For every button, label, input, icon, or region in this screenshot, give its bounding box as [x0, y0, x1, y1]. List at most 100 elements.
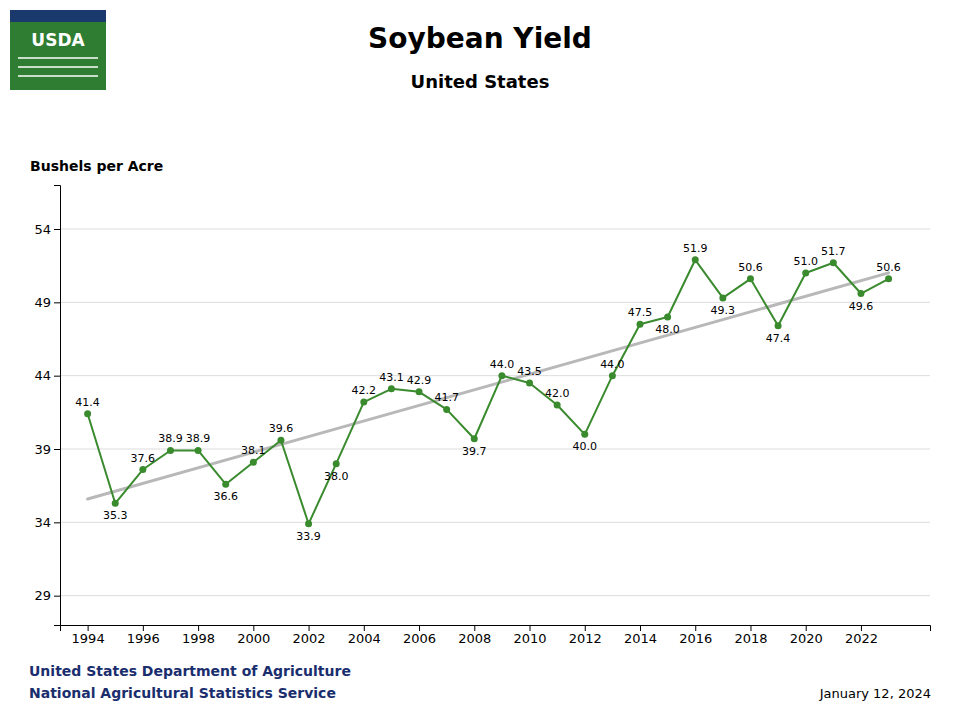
- tick-mark: [253, 625, 254, 631]
- logo-line: [18, 66, 98, 68]
- data-label: 42.2: [352, 384, 377, 397]
- data-label: 44.0: [490, 358, 515, 371]
- axis-line: [54, 186, 61, 626]
- tick: 2004: [348, 625, 381, 646]
- point: [443, 406, 450, 413]
- data-label: 38.9: [158, 432, 183, 445]
- point: [830, 259, 837, 266]
- tick-mark: [198, 625, 199, 631]
- data-label: 35.3: [103, 509, 128, 522]
- data-label: 51.9: [683, 242, 708, 255]
- grid-line: [60, 229, 930, 230]
- point: [222, 481, 229, 488]
- tick-label: 2016: [679, 631, 712, 646]
- data-label: 42.0: [545, 387, 570, 400]
- data-labels: 41.435.337.638.938.936.638.139.633.938.0…: [75, 242, 900, 543]
- tick-mark: [640, 625, 641, 631]
- tick: 2012: [569, 625, 602, 646]
- tick-mark: [54, 449, 60, 450]
- tick: 2002: [293, 625, 326, 646]
- plot-area: [84, 256, 892, 527]
- y-axis: 29 34 39 44 49 54: [34, 186, 60, 626]
- tick-mark: [695, 625, 696, 631]
- tick-mark: [585, 625, 586, 631]
- data-label: 47.5: [628, 306, 653, 319]
- data-label: 50.6: [876, 261, 901, 274]
- data-label: 49.6: [849, 300, 874, 313]
- tick-mark: [806, 625, 807, 631]
- axis-line: [61, 626, 931, 632]
- tick: 39: [34, 442, 60, 457]
- point: [885, 275, 892, 282]
- logo: USDA: [10, 10, 106, 90]
- tick-label: 2012: [569, 631, 602, 646]
- data-label: 41.7: [434, 391, 459, 404]
- point: [775, 322, 782, 329]
- tick-label: 2002: [293, 631, 326, 646]
- data-label: 38.1: [241, 444, 266, 457]
- point: [277, 437, 284, 444]
- point: [84, 410, 91, 417]
- data-label: 33.9: [296, 530, 321, 543]
- tick-mark: [364, 625, 365, 631]
- data-label: 49.3: [711, 304, 736, 317]
- logo-stripe: [10, 10, 106, 22]
- data-label: 50.6: [738, 261, 763, 274]
- data-label: 40.0: [573, 440, 598, 453]
- tick-mark: [750, 625, 751, 631]
- tick-mark: [143, 625, 144, 631]
- point: [471, 435, 478, 442]
- grid-line: [60, 595, 930, 596]
- logo-line: [18, 57, 98, 59]
- tick-mark: [54, 302, 60, 303]
- data-label: 51.0: [793, 255, 818, 268]
- tick-label: 1994: [72, 631, 105, 646]
- data-label: 42.9: [407, 374, 432, 387]
- axis-title: Bushels per Acre: [30, 158, 163, 174]
- point: [526, 380, 533, 387]
- point: [747, 275, 754, 282]
- tick-mark: [474, 625, 475, 631]
- tick-label: 2022: [845, 631, 878, 646]
- tick: 1996: [127, 625, 160, 646]
- tick-mark: [54, 522, 60, 523]
- footer: United States Department of Agriculture: [29, 663, 351, 679]
- point: [637, 321, 644, 328]
- point: [139, 466, 146, 473]
- logo-line: [18, 75, 98, 77]
- point: [388, 385, 395, 392]
- tick-label: 54: [34, 222, 51, 237]
- tick-label: 2000: [237, 631, 270, 646]
- data-label: 39.7: [462, 445, 487, 458]
- point: [581, 431, 588, 438]
- tick-label: 2020: [790, 631, 823, 646]
- tick-label: 44: [34, 368, 51, 383]
- data-line: [88, 260, 889, 524]
- footer: January 12, 2024: [819, 686, 931, 701]
- title: Soybean Yield: [368, 22, 592, 55]
- point: [692, 256, 699, 263]
- tick: 2016: [679, 625, 712, 646]
- logo-text: USDA: [31, 30, 85, 50]
- tick-label: 2014: [624, 631, 657, 646]
- point: [416, 388, 423, 395]
- point: [719, 294, 726, 301]
- data-label: 39.6: [269, 422, 294, 435]
- point: [360, 399, 367, 406]
- data-label: 41.4: [75, 396, 100, 409]
- tick-mark: [309, 625, 310, 631]
- data-label: 43.5: [517, 365, 542, 378]
- tick: 49: [34, 295, 60, 310]
- x-axis: 1994199619982000200220042006200820102012…: [61, 625, 931, 646]
- data-label: 47.4: [766, 332, 791, 345]
- tick-mark: [54, 229, 60, 230]
- tick: 29: [34, 588, 60, 603]
- tick: 2006: [403, 625, 436, 646]
- tick: 2000: [237, 625, 270, 646]
- tick-label: 34: [34, 515, 51, 530]
- tick-label: 29: [34, 588, 51, 603]
- tick: 2022: [845, 625, 878, 646]
- tick-label: 2008: [458, 631, 491, 646]
- tick: 2020: [790, 625, 823, 646]
- tick-label: 2004: [348, 631, 381, 646]
